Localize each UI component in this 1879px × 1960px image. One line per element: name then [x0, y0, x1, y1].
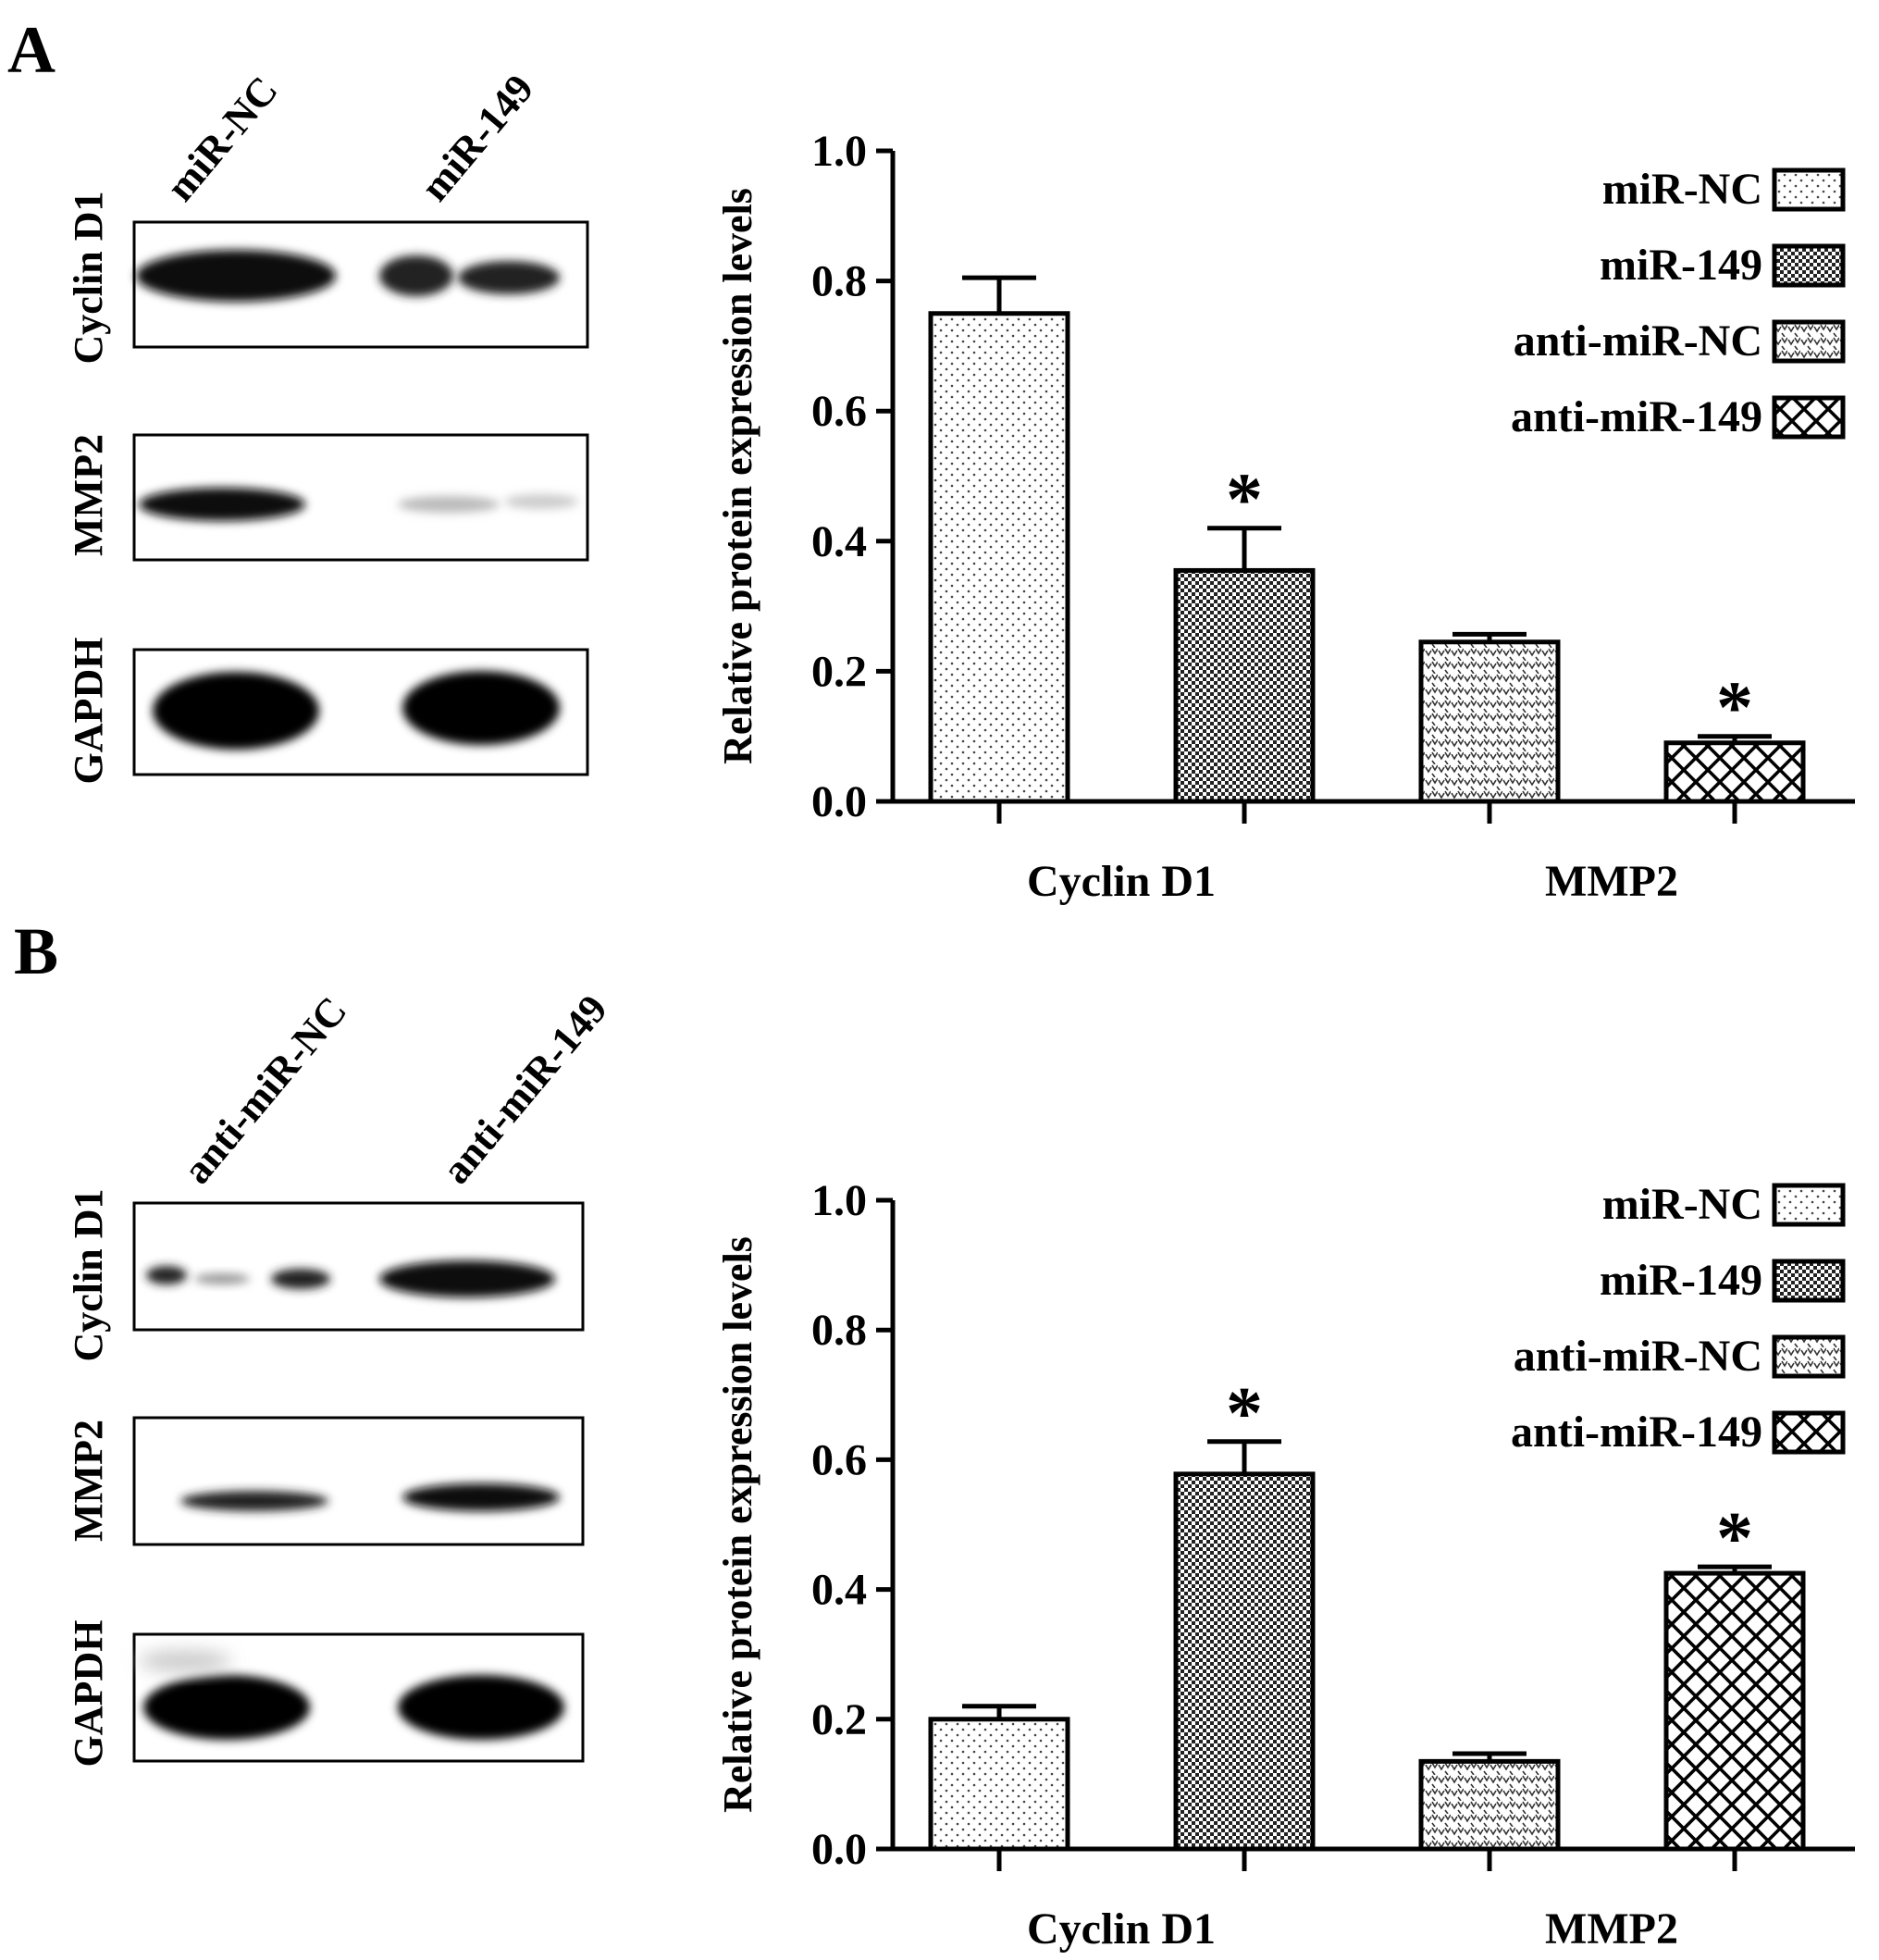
y-tick-label: 0.4 — [811, 1566, 867, 1615]
legend-label: miR-149 — [1600, 241, 1762, 290]
legend-label: miR-149 — [1600, 1256, 1762, 1305]
legend-label: anti-miR-NC — [1514, 1332, 1762, 1381]
y-tick-label: 0.2 — [811, 1695, 867, 1744]
blot-band-cyclin-b — [146, 1260, 555, 1297]
y-tick-label: 0.8 — [811, 1306, 867, 1355]
y-tick-label: 0.0 — [811, 1825, 867, 1874]
y-axis-label: Relative protein expression levels — [715, 188, 760, 764]
lane-label: miR-NC — [157, 68, 287, 209]
x-category-label: MMP2 — [1545, 857, 1678, 906]
legend-swatch — [1772, 1183, 1846, 1227]
legend-label: anti-miR-149 — [1511, 392, 1762, 441]
significance-mark: * — [1716, 668, 1753, 750]
legend-swatch — [1772, 1259, 1846, 1303]
legend-swatch — [1772, 319, 1846, 364]
y-tick-label: 0.2 — [811, 647, 867, 696]
legend-label: anti-miR-149 — [1511, 1408, 1762, 1457]
blot-row-label: MMP2 — [66, 434, 111, 556]
panel-label-a: A — [7, 13, 56, 87]
legend-label: anti-miR-NC — [1514, 316, 1762, 366]
legend-label: miR-NC — [1602, 1180, 1762, 1229]
legend-swatch — [1772, 1334, 1846, 1379]
legend-swatch — [1772, 243, 1846, 288]
blot-band-gapdh-a — [153, 671, 560, 750]
legend-swatch — [1772, 395, 1846, 440]
blot-row-label: MMP2 — [66, 1420, 111, 1542]
blot-row-label: Cyclin D1 — [66, 192, 111, 365]
blot-box — [132, 1416, 585, 1546]
bar — [1173, 567, 1316, 804]
y-tick-label: 0.8 — [811, 257, 867, 306]
bar-chart-a: 0.0 0.2 0.4 0.6 0.8 1.0 Relative protein expre… — [715, 127, 1855, 906]
blot-row-label: Cyclin D1 — [66, 1189, 111, 1362]
bar-chart-b: 0.0 0.2 0.4 0.6 0.8 1.0 Relative protein expre… — [715, 1176, 1855, 1954]
blot-band-mmp2-a — [139, 488, 578, 521]
y-tick-label: 1.0 — [811, 1176, 867, 1225]
bar — [1663, 740, 1806, 804]
y-tick-label: 0.6 — [811, 387, 867, 436]
blot-box — [132, 1201, 585, 1332]
y-tick-label: 1.0 — [811, 127, 867, 176]
bar — [1418, 1758, 1561, 1852]
panel-b: B anti-miR-NC anti-miR-149 Cyclin D1 MMP… — [14, 914, 1855, 1954]
x-category-label: Cyclin D1 — [1027, 857, 1216, 906]
lane-label: miR-149 — [412, 66, 542, 209]
y-axis-label: Relative protein expression levels — [715, 1236, 760, 1813]
panel-label-b: B — [14, 914, 58, 988]
blot-band-cyclin-a — [136, 250, 560, 302]
bar — [1173, 1471, 1316, 1852]
bar — [928, 1717, 1070, 1852]
significance-mark: * — [1226, 460, 1263, 541]
blot-b: anti-miR-NC anti-miR-149 Cyclin D1 MMP2 … — [66, 986, 616, 1767]
blot-row-label: GAPDH — [66, 638, 111, 785]
bar — [928, 311, 1070, 804]
bar — [1418, 639, 1561, 804]
blot-band-gapdh-b — [139, 1650, 564, 1740]
bar — [1663, 1570, 1806, 1852]
y-tick-label: 0.6 — [811, 1435, 867, 1484]
lane-label: anti-miR-149 — [433, 986, 616, 1192]
blot-a: miR-NC miR-149 Cyclin D1 MMP2 GAPDH — [66, 66, 589, 785]
significance-mark: * — [1226, 1373, 1263, 1455]
y-tick-label: 0.0 — [811, 777, 867, 826]
lane-label: anti-miR-NC — [174, 988, 355, 1193]
significance-mark: * — [1716, 1498, 1753, 1580]
legend-swatch — [1772, 167, 1846, 212]
legend-swatch — [1772, 1410, 1846, 1455]
blot-band-mmp2-b — [180, 1483, 560, 1511]
blot-row-label: GAPDH — [66, 1620, 111, 1768]
x-category-label: Cyclin D1 — [1027, 1904, 1216, 1954]
panel-a: A miR-NC miR-149 Cyclin D1 MMP2 GAPDH — [7, 13, 1855, 906]
x-category-label: MMP2 — [1545, 1904, 1678, 1954]
y-tick-label: 0.4 — [811, 517, 867, 566]
legend-label: miR-NC — [1602, 165, 1762, 214]
